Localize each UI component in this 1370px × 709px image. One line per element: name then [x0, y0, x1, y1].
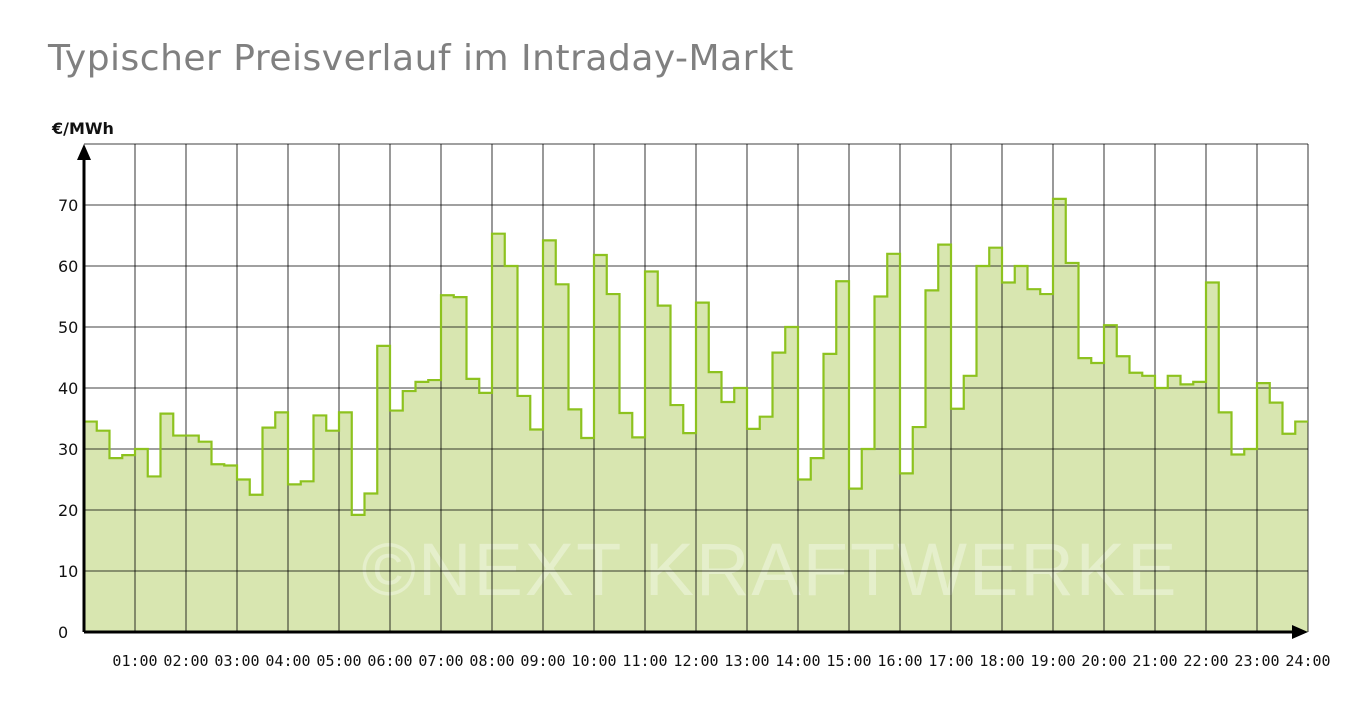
x-tick-label-2: 02:00 — [163, 652, 208, 670]
x-tick-label-3: 03:00 — [214, 652, 259, 670]
y-tick-label-10: 10 — [58, 562, 78, 581]
x-tick-label-14: 14:00 — [775, 652, 820, 670]
x-tick-label-9: 09:00 — [520, 652, 565, 670]
watermark: ©NEXT KRAFTWERKE — [361, 528, 1178, 611]
price-line — [84, 197, 1308, 516]
chart-title: Typischer Preisverlauf im Intraday-Markt — [48, 38, 794, 79]
y-tick-label-70: 70 — [58, 196, 78, 215]
x-tick-label-11: 11:00 — [622, 652, 667, 670]
y-tick-label-60: 60 — [58, 257, 78, 276]
y-tick-label-50: 50 — [58, 318, 78, 337]
x-tick-label-5: 05:00 — [316, 652, 361, 670]
x-tick-label-23: 23:00 — [1234, 652, 1279, 670]
line-layer — [84, 197, 1308, 516]
x-tick-label-21: 21:00 — [1132, 652, 1177, 670]
x-tick-label-6: 06:00 — [367, 652, 412, 670]
x-tick-label-17: 17:00 — [928, 652, 973, 670]
watermark-layer: ©NEXT KRAFTWERKE — [361, 528, 1178, 611]
y-axis-arrow — [77, 144, 91, 160]
x-tick-label-24: 24:00 — [1285, 652, 1330, 670]
y-axis-label: €/MWh — [51, 119, 114, 138]
axis-layer — [77, 144, 1308, 639]
x-tick-label-1: 01:00 — [112, 652, 157, 670]
y-tick-label-0: 0 — [58, 623, 68, 642]
x-tick-label-4: 04:00 — [265, 652, 310, 670]
x-tick-label-8: 08:00 — [469, 652, 514, 670]
x-tick-label-19: 19:00 — [1030, 652, 1075, 670]
x-tick-label-7: 07:00 — [418, 652, 463, 670]
x-tick-label-18: 18:00 — [979, 652, 1024, 670]
x-tick-label-13: 13:00 — [724, 652, 769, 670]
x-tick-label-22: 22:00 — [1183, 652, 1228, 670]
x-tick-label-10: 10:00 — [571, 652, 616, 670]
x-tick-label-12: 12:00 — [673, 652, 718, 670]
y-tick-label-30: 30 — [58, 440, 78, 459]
y-tick-label-40: 40 — [58, 379, 78, 398]
x-tick-label-15: 15:00 — [826, 652, 871, 670]
tick-layer: 0 10 20 30 40 50 60 70 01:00 02:00 03:00 04:00 05:00… — [58, 196, 1331, 670]
x-tick-label-20: 20:00 — [1081, 652, 1126, 670]
y-tick-label-20: 20 — [58, 501, 78, 520]
x-axis-arrow — [1292, 625, 1308, 639]
x-tick-label-16: 16:00 — [877, 652, 922, 670]
